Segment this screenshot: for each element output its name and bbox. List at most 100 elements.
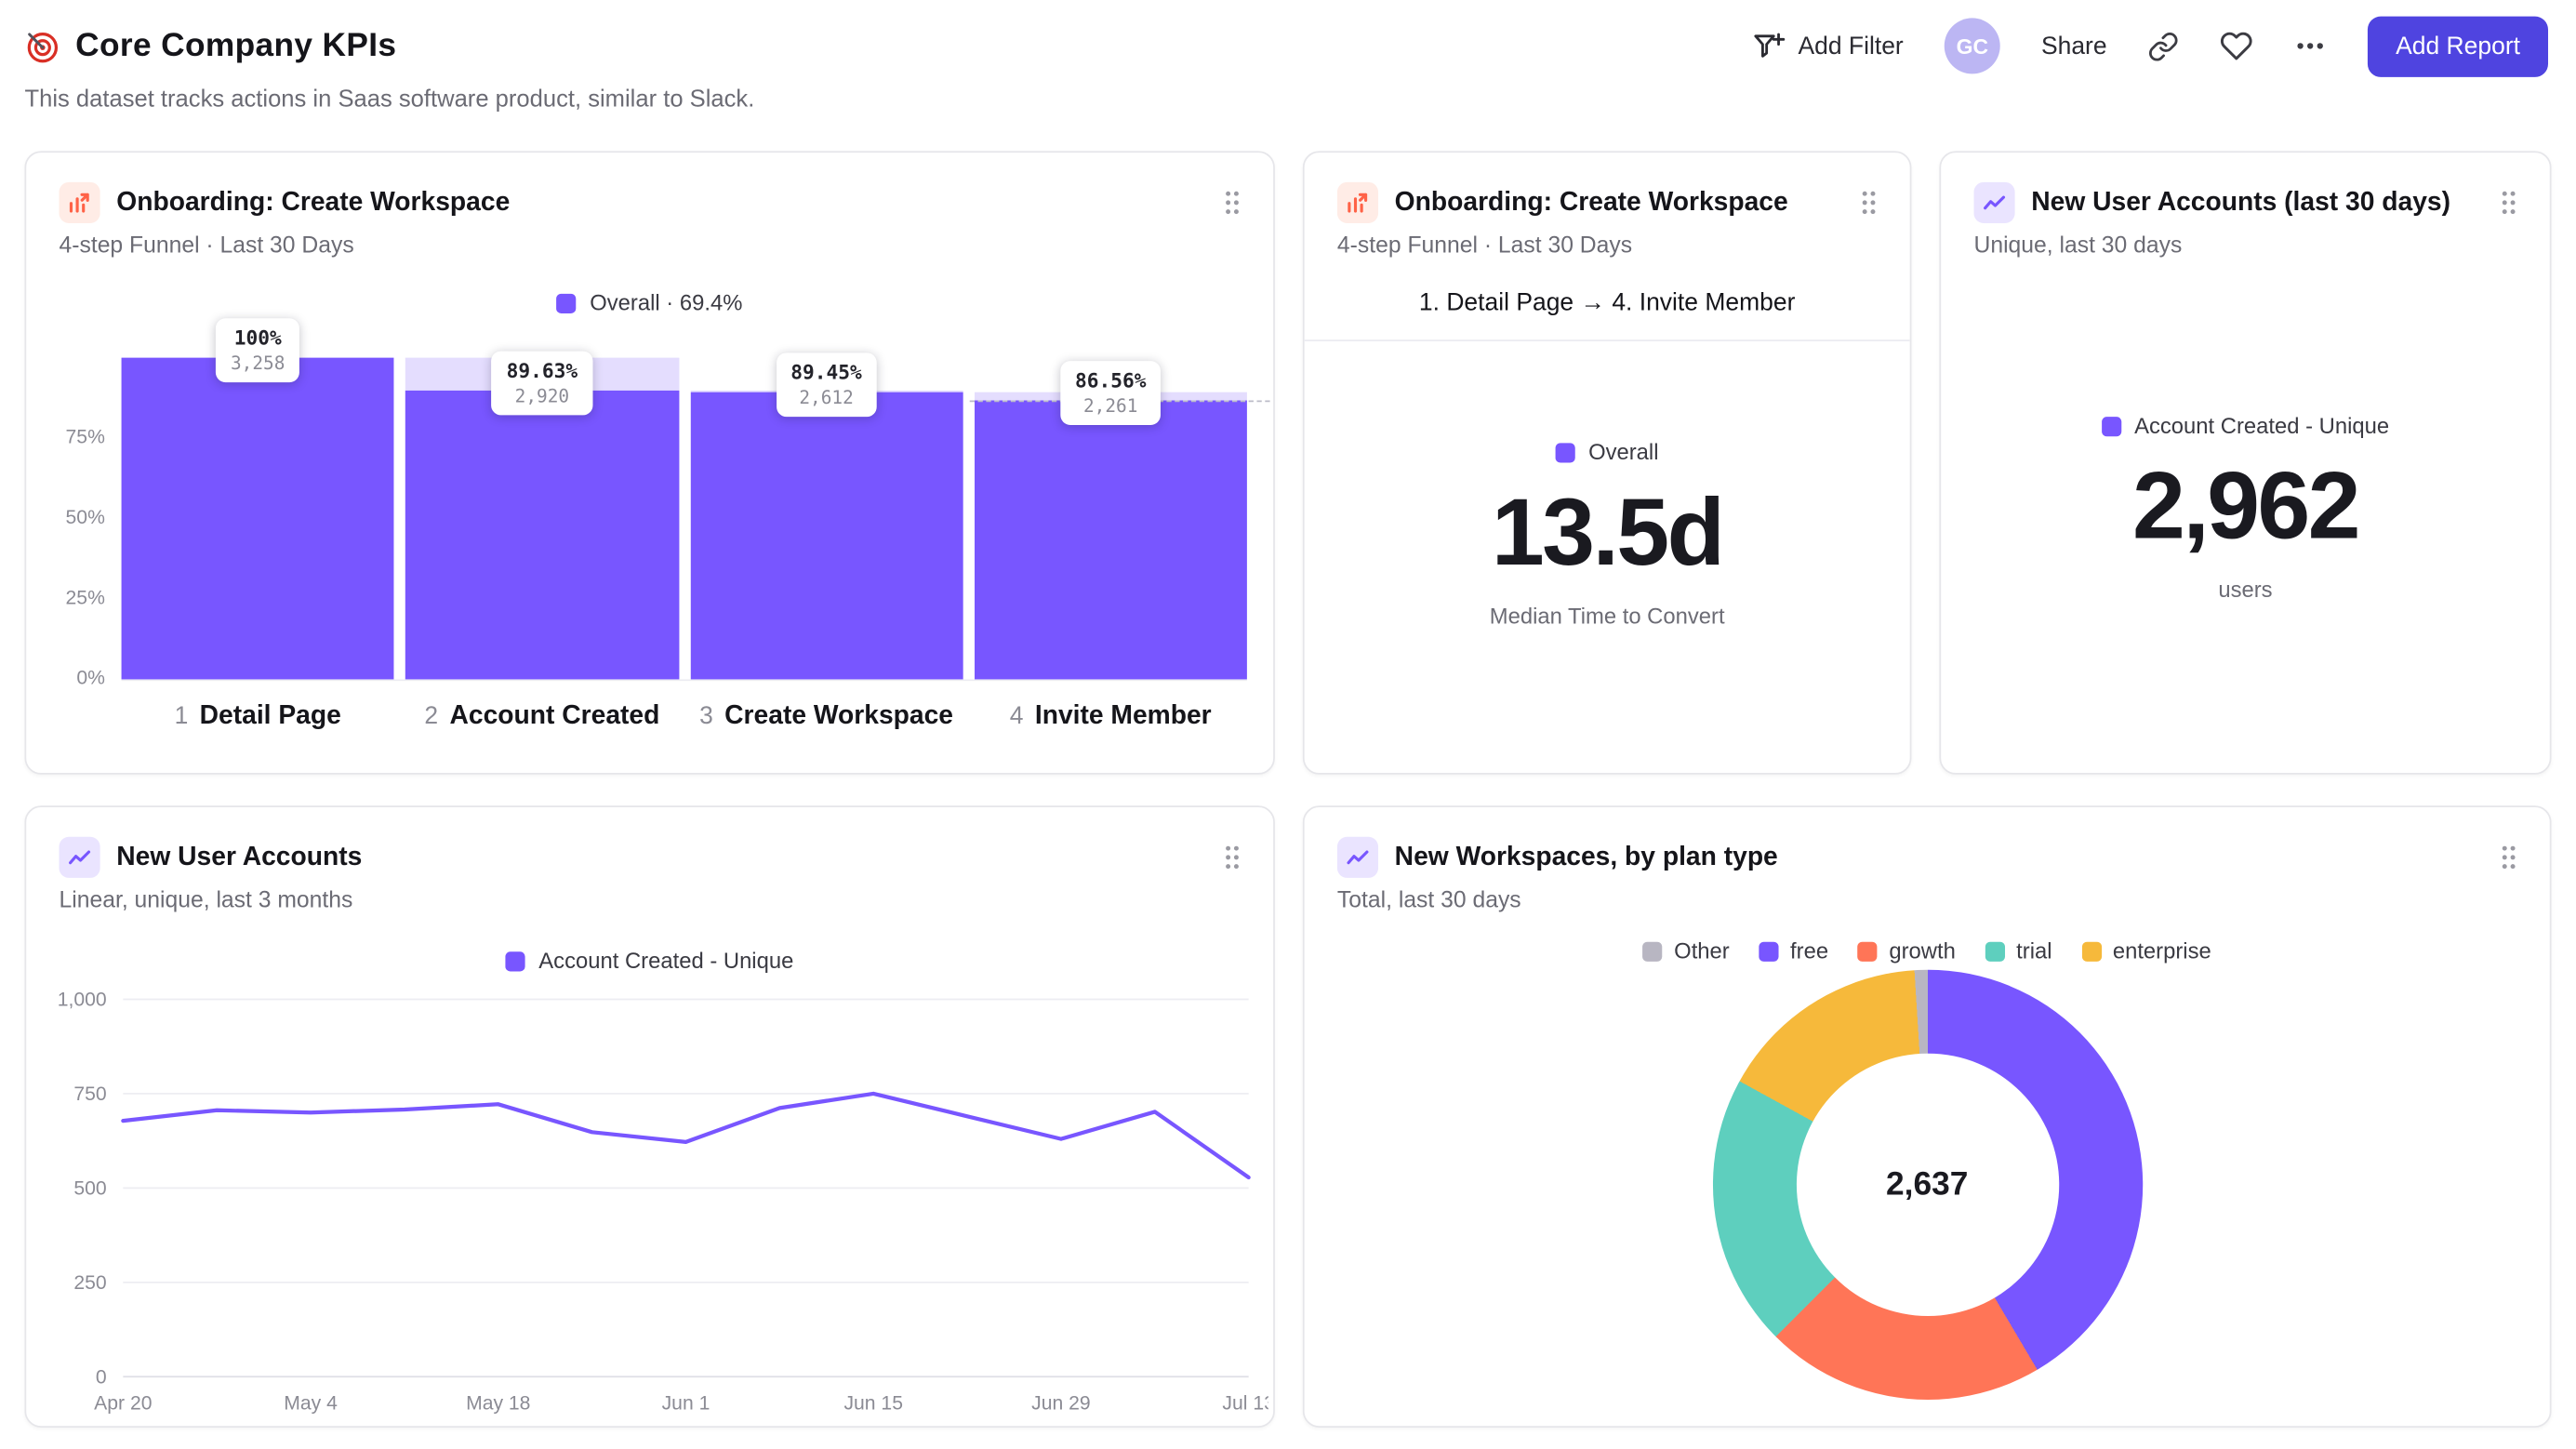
legend-item[interactable]: Other (1642, 938, 1730, 964)
legend-item[interactable]: growth (1857, 938, 1956, 964)
share-button[interactable]: Share (2040, 32, 2107, 60)
funnel-column: 86.56% 2,261 (974, 358, 1247, 680)
funnel-tooltip: 89.63% 2,920 (491, 352, 593, 416)
funnel-step-label: 4 Invite Member (975, 702, 1247, 732)
card-title[interactable]: New Workspaces, by plan type (1394, 842, 1778, 871)
step-name: Invite Member (1034, 702, 1212, 731)
new-accounts-value: 2,962 (2132, 452, 2361, 560)
y-tick-label: 500 (73, 1177, 106, 1199)
median-time-caption: Median Time to Convert (1489, 604, 1725, 629)
drag-handle-icon[interactable] (1857, 189, 1880, 217)
trial-legend-swatch (1985, 940, 2005, 962)
legend-label: free (1790, 938, 1829, 964)
legend-label: Other (1674, 938, 1730, 964)
funnel-column: 89.63% 2,920 (405, 352, 679, 680)
card-accounts-trend: New User Accounts Linear, unique, last 3… (24, 805, 1275, 1428)
step-number: 1 (174, 702, 189, 731)
step-number: 3 (699, 702, 713, 731)
funnel-legend[interactable]: Overall · 69.4% (26, 290, 1273, 315)
legend-item[interactable]: free (1759, 938, 1829, 964)
plan-donut-chart[interactable]: 2,637 (1712, 969, 2143, 1400)
legend-label: Overall · 69.4% (590, 290, 743, 315)
tooltip-count: 2,612 (799, 386, 854, 408)
card-subtitle: 4-step Funnel · Last 30 Days (1336, 231, 1633, 258)
step-name: Account Created (449, 702, 660, 731)
funnel-step-label: 3 Create Workspace (690, 702, 963, 732)
overall-legend[interactable]: Overall (1305, 440, 1910, 464)
card-time-to-convert: Onboarding: Create Workspace 4-step Funn… (1302, 151, 1912, 775)
more-menu-icon[interactable] (2294, 30, 2327, 62)
funnel-tooltip: 100% 3,258 (216, 318, 300, 383)
funnel-tooltip: 89.45% 2,612 (776, 352, 877, 417)
drag-handle-icon[interactable] (1221, 844, 1244, 871)
account-created-legend-swatch (2101, 416, 2121, 436)
trend-legend[interactable]: Account Created - Unique (26, 949, 1273, 973)
tooltip-count: 2,261 (1082, 395, 1138, 418)
card-title[interactable]: New User Accounts (116, 842, 363, 871)
funnel-chart: 75% 50% 25% 0% 100% 3,258 89.63% 2,920 89.45% 2,… (66, 318, 1270, 689)
card-title[interactable]: Onboarding: Create Workspace (116, 188, 511, 217)
drag-handle-icon[interactable] (1221, 189, 1244, 217)
funnel-column: 100% 3,258 (121, 318, 394, 680)
funnel-bar[interactable] (974, 401, 1247, 680)
step-number: 4 (1009, 702, 1024, 731)
legend-label: Overall (1588, 439, 1659, 465)
favorite-heart-icon[interactable] (2220, 30, 2252, 62)
funnel-report-icon (59, 181, 100, 223)
legend-label: trial (2016, 938, 2052, 964)
other-legend-swatch (1642, 940, 1663, 962)
legend-label: Account Created - Unique (2134, 413, 2390, 439)
card-title[interactable]: Onboarding: Create Workspace (1394, 188, 1788, 217)
avatar[interactable]: GC (1944, 18, 2000, 74)
tooltip-percent: 100% (233, 326, 282, 350)
funnel-step-range: 1. Detail Page → 4. Invite Member (1304, 289, 1910, 341)
card-workspaces-by-plan: New Workspaces, by plan type Total, last… (1302, 805, 2552, 1428)
funnel-bar[interactable] (689, 392, 963, 680)
add-report-button[interactable]: Add Report (2368, 15, 2549, 77)
funnel-y-tick-label: 50% (65, 505, 105, 529)
funnel-report-icon (1336, 181, 1379, 223)
page-title: Core Company KPIs (75, 27, 397, 64)
copy-link-icon[interactable] (2148, 31, 2180, 62)
page-subtitle: This dataset tracks actions in Saas soft… (24, 86, 755, 113)
step-number: 2 (424, 702, 439, 731)
legend-label: enterprise (2112, 938, 2211, 964)
tooltip-percent: 89.45% (790, 360, 862, 384)
accounts-line-chart: 0 250 500 750 1,000 Apr 20 May 4 May 18 Jun 1 Jun… (58, 990, 1268, 1415)
accounts-line-series (121, 1091, 1251, 1180)
funnel-plot: 100% 3,258 89.63% 2,920 89.45% 2,612 86.56% 2,2… (121, 318, 1270, 680)
accounts-legend[interactable]: Account Created - Unique (1941, 414, 2550, 438)
overall-legend-swatch (556, 292, 578, 313)
x-tick-label: May 18 (466, 1393, 530, 1415)
account-created-legend-swatch (505, 950, 526, 971)
drag-handle-icon[interactable] (2497, 189, 2520, 217)
funnel-step-label: 2 Account Created (405, 702, 678, 732)
tooltip-percent: 86.56% (1074, 369, 1147, 393)
funnel-step-label: 1 Detail Page (122, 702, 394, 732)
insights-report-icon (1336, 836, 1379, 878)
drag-handle-icon[interactable] (2497, 844, 2520, 871)
legend-item[interactable]: enterprise (2081, 938, 2211, 964)
x-tick-label: May 4 (284, 1393, 338, 1415)
card-subtitle: Unique, last 30 days (1973, 231, 2183, 258)
legend-item[interactable]: trial (1985, 938, 2052, 964)
card-subtitle: 4-step Funnel · Last 30 Days (59, 231, 354, 258)
card-title[interactable]: New User Accounts (last 30 days) (2031, 188, 2451, 217)
y-tick-label: 1,000 (58, 990, 107, 1011)
tooltip-count: 2,920 (514, 386, 570, 408)
funnel-tooltip: 86.56% 2,261 (1060, 361, 1162, 426)
step-name: Create Workspace (724, 702, 953, 731)
funnel-bar[interactable] (405, 391, 679, 680)
target-icon (24, 29, 60, 65)
median-time-value: 13.5d (1491, 479, 1725, 586)
toolbar: Add Filter GC Share Add Report (1752, 15, 2549, 77)
funnel-x-labels: 1 Detail Page 2 Account Created 3 Create Work… (122, 702, 1247, 732)
add-filter-button[interactable]: Add Filter (1752, 30, 1904, 62)
funnel-bar[interactable] (121, 357, 394, 680)
funnel-y-tick-label: 75% (65, 424, 105, 448)
step-name: Detail Page (199, 702, 341, 731)
y-tick-label: 250 (73, 1272, 106, 1294)
card-subtitle: Linear, unique, last 3 months (59, 885, 353, 912)
board-header: Core Company KPIs (24, 28, 396, 66)
tooltip-count: 3,258 (230, 352, 285, 375)
